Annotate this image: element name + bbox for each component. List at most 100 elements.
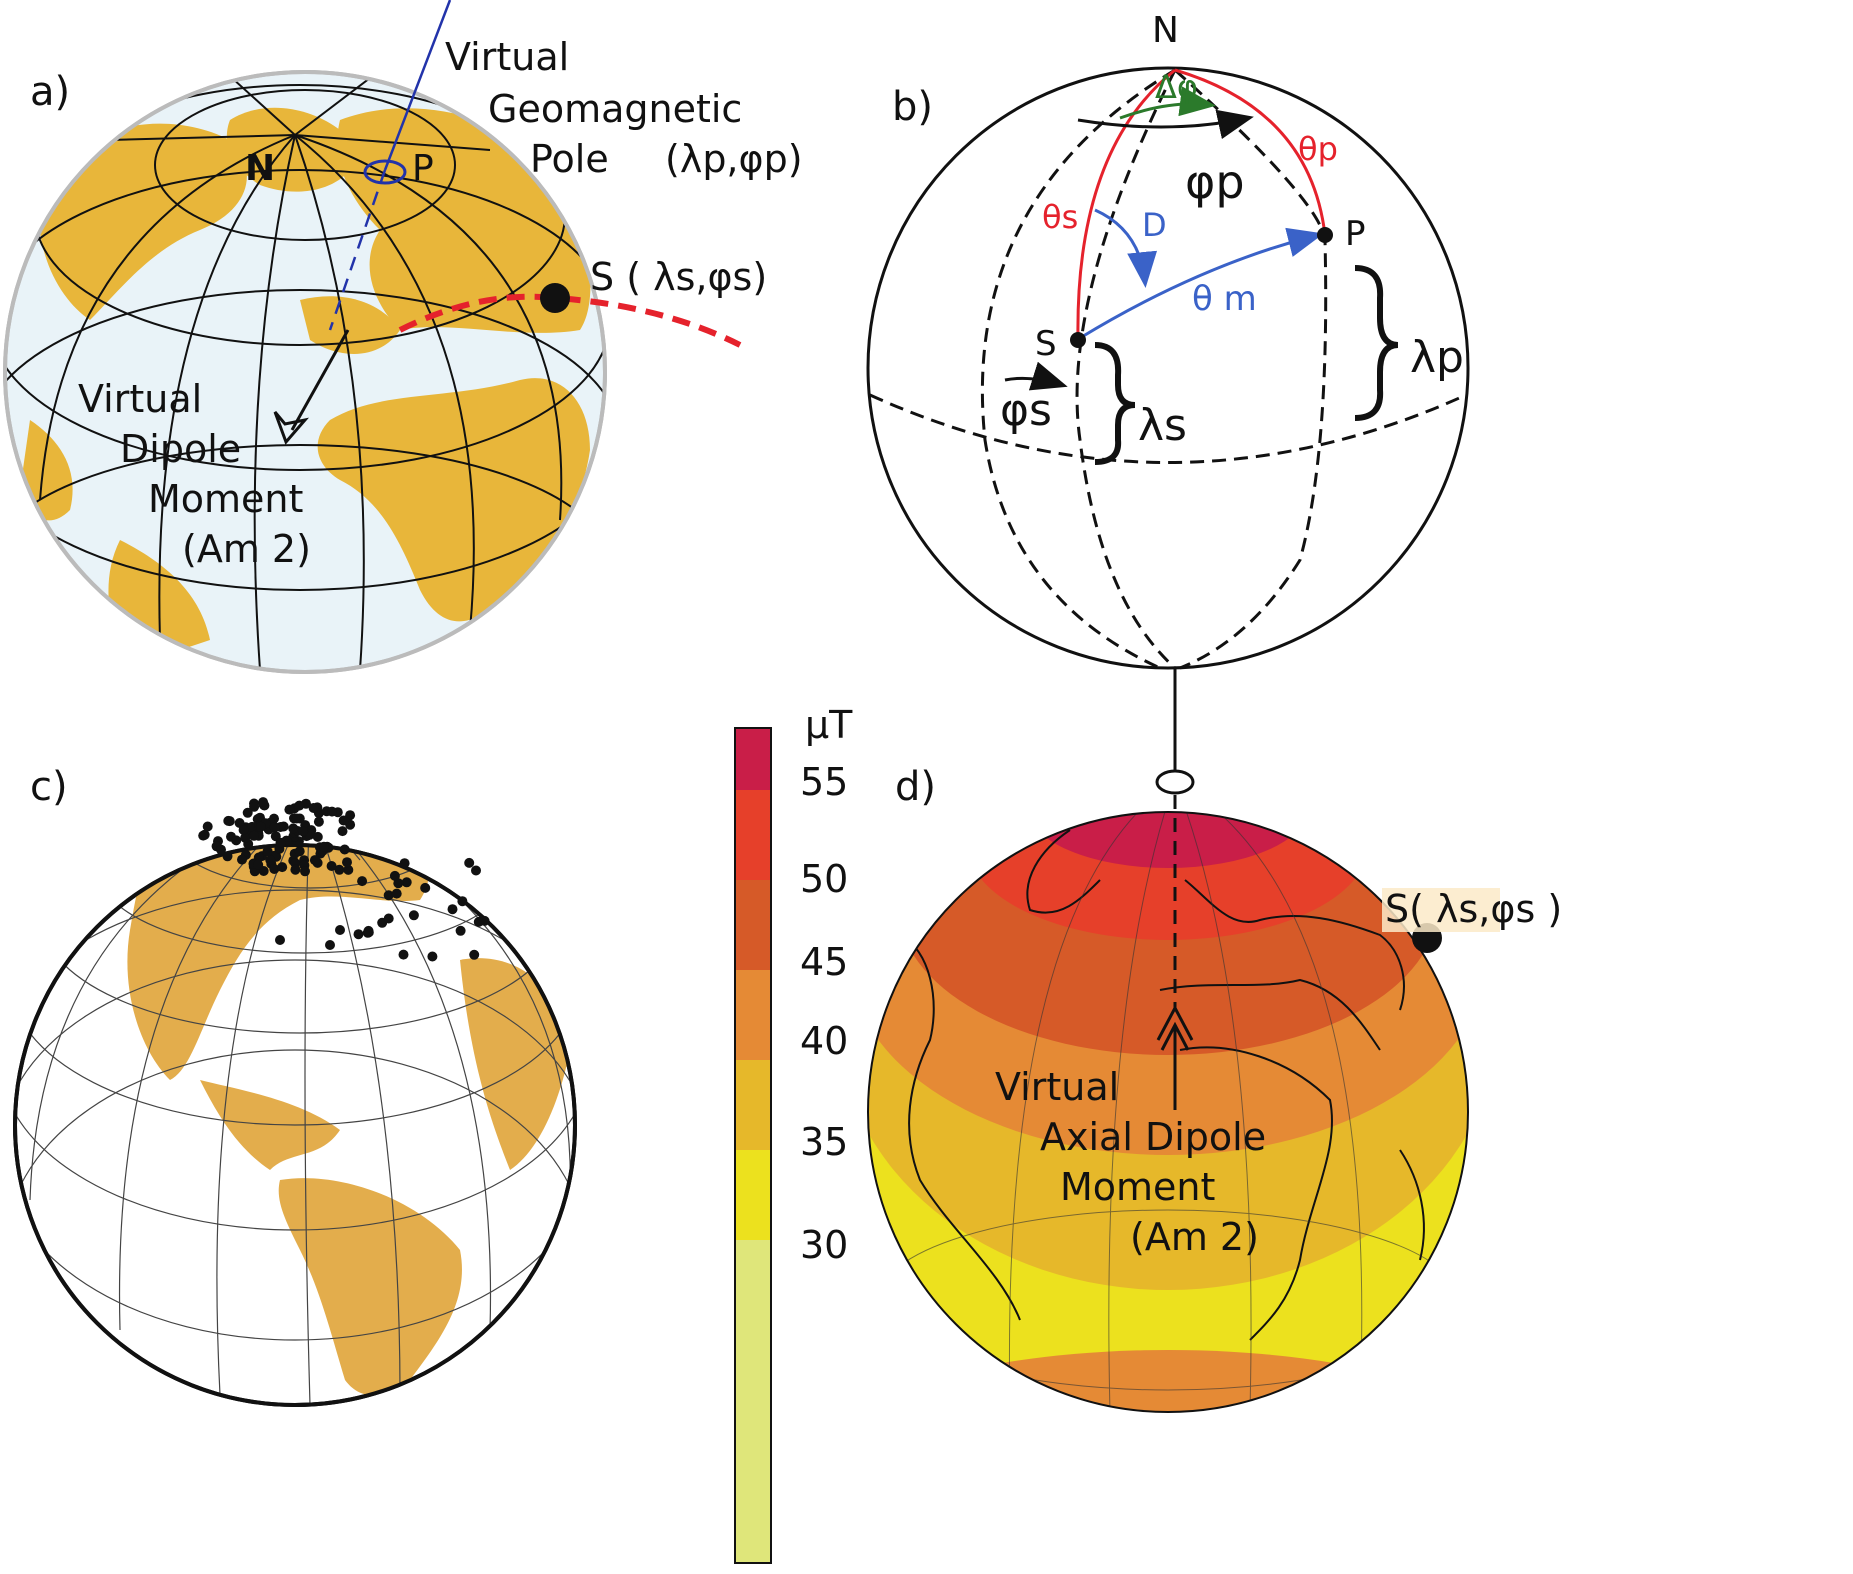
- meridian-p-b: [1173, 68, 1328, 670]
- colorbar-tick-50: 50: [800, 857, 848, 901]
- vadm-label-line1: Virtual: [995, 1065, 1119, 1109]
- vdm-label-line2: Dipole: [120, 427, 241, 471]
- vgp-point: [198, 830, 209, 841]
- vgp-point: [298, 826, 309, 837]
- colorbar: μT 55 50 45 40 35 30: [734, 703, 853, 1564]
- vgp-point: [318, 841, 329, 852]
- vadm-arrow-head: [1156, 1004, 1194, 1051]
- phi-p-label: φp: [1185, 155, 1245, 209]
- site-label-b: S: [1035, 324, 1057, 364]
- vgp-axis-line: [383, 0, 452, 171]
- vgp-point: [265, 855, 276, 866]
- vgp-point: [231, 835, 242, 846]
- vgp-point: [343, 864, 354, 875]
- vgp-point: [269, 822, 280, 833]
- vgp-point: [464, 857, 475, 868]
- vadm-pole-marker: [1155, 769, 1195, 795]
- vgp-point: [290, 864, 301, 875]
- panel-d: d) S( λs,φs ) Virtual Axial Dipole Momen…: [867, 680, 1562, 1413]
- colatitude-arc-pole: [1174, 68, 1327, 236]
- vgp-point: [300, 866, 310, 877]
- panel-c-label: c): [30, 764, 68, 810]
- colorbar-unit: μT: [805, 703, 853, 747]
- vgp-point: [275, 837, 286, 848]
- vdm-label-line3: Moment: [148, 477, 303, 521]
- site-marker-b: [1070, 332, 1086, 348]
- vgp-point: [238, 825, 249, 835]
- vadm-label-line4: (Am 2): [1130, 1215, 1259, 1259]
- colorbar-band: [735, 728, 771, 790]
- vgp-point: [342, 857, 352, 868]
- theta-p-label: θp: [1298, 130, 1338, 168]
- vgp-point: [258, 797, 269, 808]
- vgp-point: [240, 832, 251, 843]
- vgp-point: [249, 801, 260, 812]
- phi-s-arc: [1004, 361, 1068, 391]
- vgp-point: [242, 807, 253, 818]
- vgp-point: [216, 844, 226, 855]
- vgp-point: [222, 851, 233, 862]
- vgp-point: [269, 864, 280, 874]
- panel-b-label: b): [892, 84, 933, 130]
- vgp-point: [334, 864, 345, 875]
- coastlines-d: [899, 829, 1425, 1341]
- vgp-scatter: [198, 797, 490, 962]
- lambda-s-label: λs: [1138, 400, 1187, 451]
- vgp-point: [469, 949, 480, 960]
- site-marker-a: [540, 283, 570, 313]
- vgp-point: [338, 815, 349, 826]
- vadm-label-line3: Moment: [1060, 1165, 1215, 1209]
- vgp-point: [202, 821, 213, 832]
- declination-arc: [1094, 208, 1158, 288]
- vgp-point: [455, 925, 466, 936]
- vgp-point: [398, 949, 409, 960]
- colorbar-tick-30: 30: [800, 1223, 848, 1267]
- graticule-d: [877, 812, 1459, 1412]
- colorbar-band: [735, 1240, 771, 1563]
- lambda-p-brace: [1354, 265, 1399, 421]
- vgp-point: [479, 915, 490, 926]
- colorbar-tick-35: 35: [800, 1120, 848, 1164]
- colatitude-arc-site: [1076, 68, 1176, 341]
- colorbar-frame: [734, 727, 772, 1564]
- field-band-south: [868, 1350, 1468, 1412]
- vgp-axis-dashed: [328, 169, 387, 331]
- vgp-point: [291, 813, 302, 824]
- meridian-s-b: [980, 68, 1176, 670]
- lambda-p-label: λp: [1410, 332, 1464, 383]
- vgp-point: [237, 854, 247, 865]
- vgp-point: [447, 904, 458, 915]
- site-label-a: S ( λs,φs): [590, 255, 767, 299]
- vgp-point: [284, 804, 295, 815]
- north-label-a: N: [245, 148, 275, 189]
- colorbar-bands: [735, 728, 771, 1563]
- pole-label-a: P: [412, 148, 434, 189]
- declination-label: D: [1142, 206, 1167, 244]
- theta-m-label: θ m: [1192, 279, 1257, 319]
- vgp-point: [363, 925, 374, 936]
- equator-b: [869, 393, 1467, 464]
- dipole-arrow-head: [273, 411, 309, 445]
- vgp-point: [247, 821, 258, 832]
- colorbar-band: [735, 1060, 771, 1150]
- vgp-point: [337, 826, 348, 837]
- field-band: [1028, 812, 1308, 868]
- vgp-point: [313, 816, 324, 827]
- vdm-label-line1: Virtual: [78, 377, 202, 421]
- vgp-label-line1: Virtual: [445, 35, 569, 79]
- colorbar-tick-55: 55: [800, 760, 848, 804]
- dipole-arrow-shaft: [290, 329, 350, 431]
- vgp-pole-marker: [363, 159, 407, 185]
- vgp-point: [277, 862, 288, 873]
- theta-s-label: θs: [1042, 198, 1078, 236]
- vgp-point: [224, 816, 235, 827]
- meridian-mid-b: [1075, 69, 1177, 670]
- vgp-point: [262, 846, 273, 857]
- vadm-label-line2: Axial Dipole: [1040, 1115, 1266, 1159]
- panel-c: c): [13, 764, 577, 1407]
- vgp-point: [399, 858, 410, 869]
- theta-m-arc: [1079, 227, 1324, 340]
- vgp-point: [248, 830, 259, 841]
- lambda-s-brace: [1094, 342, 1136, 465]
